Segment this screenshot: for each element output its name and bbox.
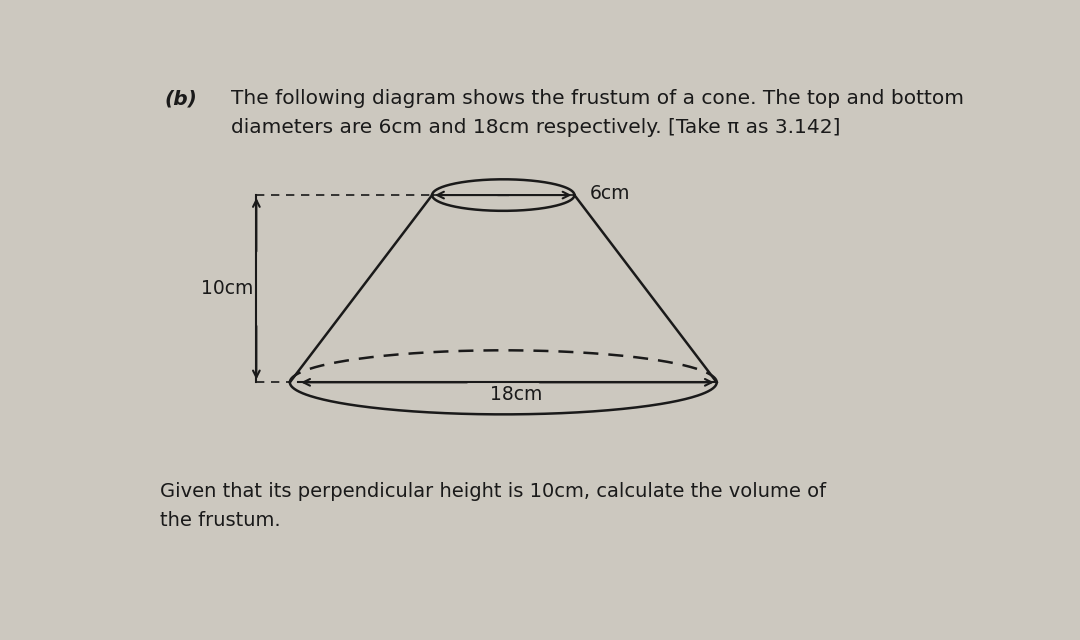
Text: (b): (b) (164, 89, 198, 108)
Text: 6cm: 6cm (590, 184, 630, 203)
Text: 18cm: 18cm (489, 385, 542, 404)
Text: The following diagram shows the frustum of a cone. The top and bottom
diameters : The following diagram shows the frustum … (231, 89, 964, 137)
Text: Given that its perpendicular height is 10cm, calculate the volume of
the frustum: Given that its perpendicular height is 1… (160, 483, 826, 530)
Text: 10cm: 10cm (201, 279, 253, 298)
